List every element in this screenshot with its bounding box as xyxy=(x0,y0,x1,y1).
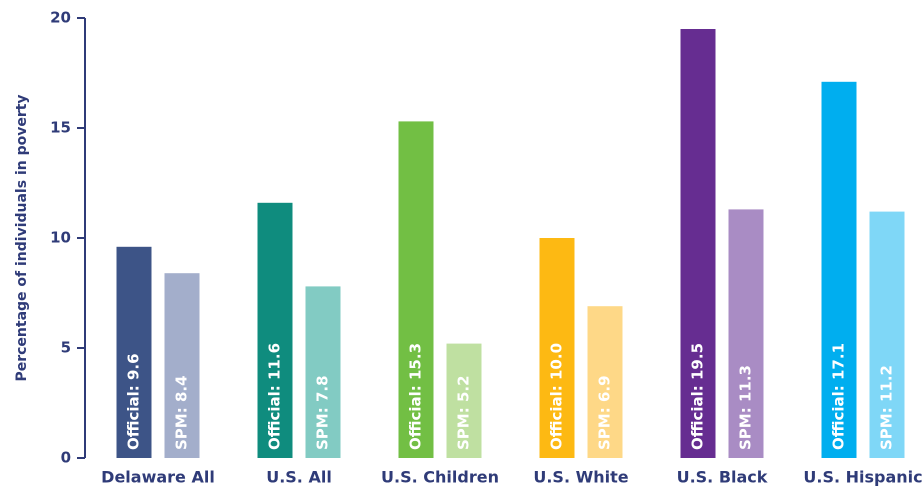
value-label: SPM: 7.8 xyxy=(314,375,332,450)
bar xyxy=(446,343,482,458)
y-tick-label: 15 xyxy=(50,119,71,137)
value-label: Official: 15.3 xyxy=(407,343,425,450)
y-tick-label: 20 xyxy=(50,9,71,27)
value-label: SPM: 6.9 xyxy=(596,375,614,450)
bar xyxy=(539,238,575,458)
bar xyxy=(728,209,764,458)
bar xyxy=(164,273,200,458)
bar xyxy=(257,202,293,458)
y-tick-label: 10 xyxy=(50,229,71,247)
value-label: Official: 9.6 xyxy=(125,353,143,450)
x-tick-label: U.S. All xyxy=(266,468,332,487)
value-label: SPM: 8.4 xyxy=(173,375,191,450)
y-tick-label: 0 xyxy=(61,449,71,467)
bar xyxy=(869,211,905,458)
bar xyxy=(116,246,152,458)
value-label: Official: 10.0 xyxy=(548,343,566,450)
value-label: SPM: 11.3 xyxy=(737,365,755,450)
value-label: SPM: 11.2 xyxy=(878,365,896,450)
value-label: Official: 17.1 xyxy=(830,343,848,450)
x-tick-label: U.S. Black xyxy=(677,468,768,487)
x-tick-label: U.S. Hispanic xyxy=(803,468,922,487)
value-label: Official: 11.6 xyxy=(266,343,284,450)
y-axis-label: Percentage of individuals in poverty xyxy=(14,94,30,381)
x-tick-label: U.S. Children xyxy=(381,468,499,487)
x-tick-label: U.S. White xyxy=(533,468,628,487)
y-tick-label: 5 xyxy=(61,339,71,357)
value-label: Official: 19.5 xyxy=(689,343,707,450)
bar xyxy=(821,81,857,459)
x-tick-label: Delaware All xyxy=(101,468,215,487)
bar xyxy=(305,286,341,458)
bar xyxy=(587,306,623,458)
bar xyxy=(680,29,716,458)
bar xyxy=(398,121,434,459)
value-label: SPM: 5.2 xyxy=(455,375,473,450)
